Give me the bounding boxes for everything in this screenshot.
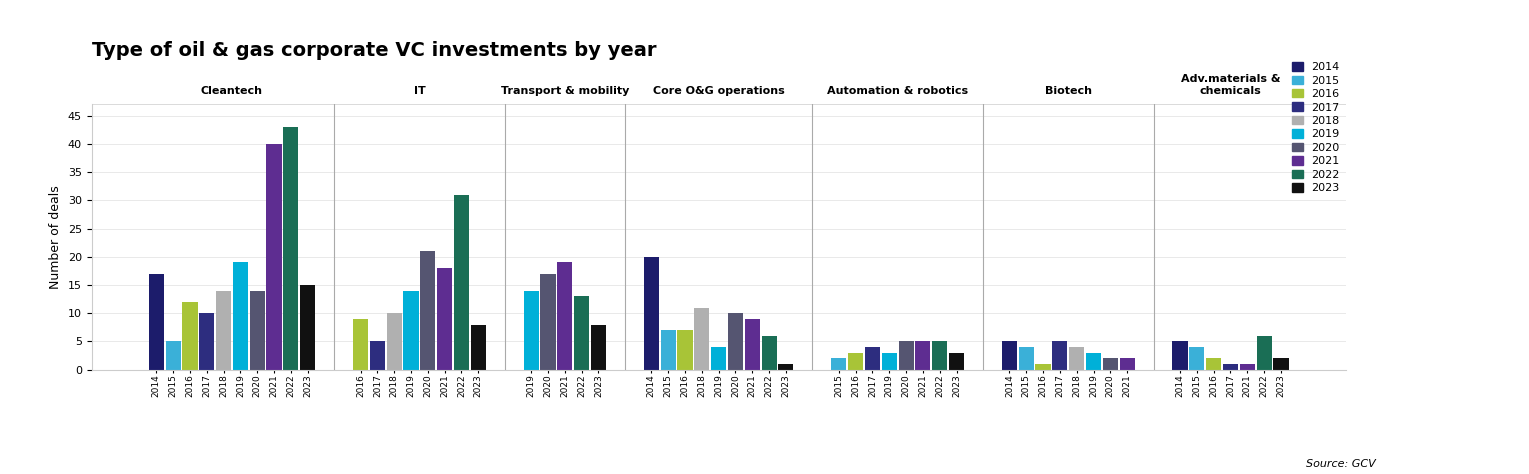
Bar: [832, 358, 847, 370]
Bar: [1018, 347, 1034, 370]
Bar: [540, 273, 555, 370]
Bar: [865, 347, 881, 370]
Bar: [1274, 358, 1289, 370]
Bar: [216, 291, 231, 370]
Bar: [454, 195, 469, 370]
Bar: [590, 325, 605, 370]
Bar: [933, 341, 948, 370]
Bar: [353, 319, 368, 370]
Bar: [1119, 358, 1135, 370]
Bar: [1257, 336, 1272, 370]
Bar: [283, 127, 298, 370]
Bar: [1086, 353, 1101, 370]
Text: Cleantech: Cleantech: [200, 86, 263, 96]
Bar: [1001, 341, 1017, 370]
Bar: [661, 330, 676, 370]
Bar: [573, 296, 589, 370]
Bar: [1206, 358, 1222, 370]
Bar: [745, 319, 760, 370]
Bar: [711, 347, 726, 370]
Text: Source: GCV: Source: GCV: [1306, 459, 1376, 469]
Bar: [182, 302, 197, 370]
Bar: [1052, 341, 1067, 370]
Bar: [165, 341, 180, 370]
Bar: [249, 291, 265, 370]
Bar: [266, 144, 281, 370]
Bar: [694, 308, 709, 370]
Bar: [148, 273, 164, 370]
Bar: [1035, 364, 1050, 370]
Bar: [882, 353, 898, 370]
Bar: [523, 291, 538, 370]
Bar: [232, 263, 248, 370]
Bar: [1069, 347, 1084, 370]
Bar: [761, 336, 777, 370]
Bar: [849, 353, 864, 370]
Bar: [916, 341, 931, 370]
Bar: [387, 313, 402, 370]
Bar: [1223, 364, 1238, 370]
Bar: [778, 364, 794, 370]
Text: IT: IT: [413, 86, 425, 96]
Bar: [677, 330, 693, 370]
Bar: [199, 313, 214, 370]
Text: Transport & mobility: Transport & mobility: [500, 86, 628, 96]
Bar: [370, 341, 385, 370]
Text: Adv.materials &
chemicals: Adv.materials & chemicals: [1180, 74, 1280, 96]
Bar: [471, 325, 486, 370]
Bar: [728, 313, 743, 370]
Bar: [1190, 347, 1205, 370]
Bar: [644, 257, 659, 370]
Bar: [1173, 341, 1188, 370]
Bar: [437, 268, 453, 370]
Bar: [420, 251, 436, 370]
Text: Biotech: Biotech: [1044, 86, 1092, 96]
Bar: [1240, 364, 1255, 370]
Text: Automation & robotics: Automation & robotics: [827, 86, 968, 96]
Y-axis label: Number of deals: Number of deals: [49, 185, 63, 289]
Legend: 2014, 2015, 2016, 2017, 2018, 2019, 2020, 2021, 2022, 2023: 2014, 2015, 2016, 2017, 2018, 2019, 2020…: [1292, 62, 1339, 193]
Bar: [950, 353, 965, 370]
Bar: [899, 341, 914, 370]
Bar: [1102, 358, 1118, 370]
Bar: [300, 285, 315, 370]
Text: Type of oil & gas corporate VC investments by year: Type of oil & gas corporate VC investmen…: [92, 41, 656, 60]
Bar: [557, 263, 572, 370]
Text: Core O&G operations: Core O&G operations: [653, 86, 784, 96]
Bar: [404, 291, 419, 370]
